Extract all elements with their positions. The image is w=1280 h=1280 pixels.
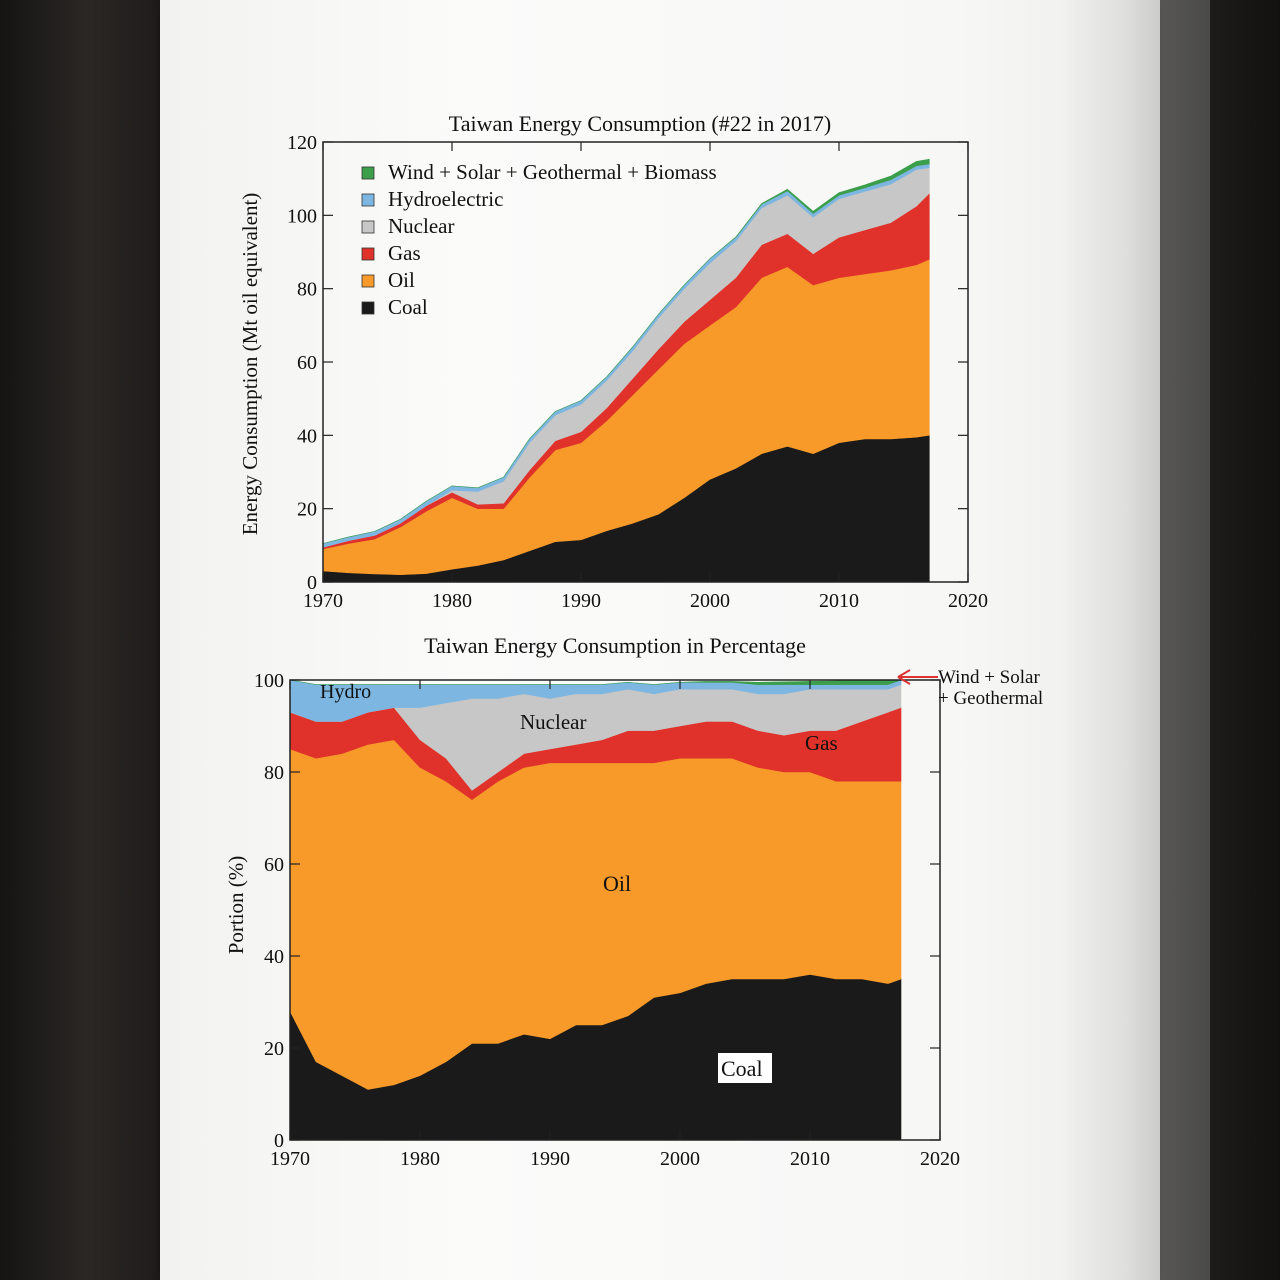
top-xtick-label: 2020	[948, 590, 988, 612]
top-ytick-label: 0	[307, 572, 317, 594]
top-xtick-label: 2010	[819, 590, 859, 612]
desk-background-left	[0, 0, 190, 1280]
hydro-annotation: Hydro	[320, 681, 371, 703]
legend-swatch-gas	[361, 247, 375, 261]
bottom-chart-axes: 1970 1980 1990 2000 2010 2020 0 20 40 60 80 100	[254, 670, 960, 1170]
bot-ytick-label: 80	[264, 762, 284, 784]
bot-xtick-label: 1980	[400, 1148, 440, 1170]
bot-xtick-label: 2000	[660, 1148, 700, 1170]
coal-annotation-box	[718, 1053, 772, 1083]
top-chart: Taiwan Energy Consumption (#22 in 2017) …	[238, 111, 988, 612]
top-ytick-label: 20	[297, 499, 317, 521]
gas-annotation: Gas	[805, 731, 838, 755]
legend-swatch-nuclear	[361, 220, 375, 234]
plastic-sleeve-edge	[1060, 0, 1210, 1280]
bot-xtick-label: 2020	[920, 1148, 960, 1170]
legend-label-nuclear: Nuclear	[388, 214, 454, 238]
bot-xtick-label: 2010	[790, 1148, 830, 1170]
bottom-chart-title: Taiwan Energy Consumption in Percentage	[424, 633, 806, 658]
bot-ytick-label: 60	[264, 854, 284, 876]
bottom-chart-areas	[289, 679, 902, 1141]
bot-ytick-label: 20	[264, 1038, 284, 1060]
bot-ytick-label: 100	[254, 670, 284, 692]
legend-swatch-wind-solar-geothermal-biomass	[361, 166, 375, 180]
top-ytick-label: 120	[287, 132, 317, 154]
bot-ytick-label: 40	[264, 946, 284, 968]
legend-swatch-oil	[361, 274, 375, 288]
top-area-wind-solar-geothermal-biomass	[322, 158, 930, 544]
legend-label-hydroelectric: Hydroelectric	[388, 187, 503, 211]
legend-label-coal: Coal	[388, 295, 428, 319]
bot-xtick-label: 1970	[270, 1148, 310, 1170]
bot-xtick-label: 1990	[530, 1148, 570, 1170]
bottom-chart-ylabel: Portion (%)	[224, 856, 248, 955]
bot-ytick-label: 0	[274, 1130, 284, 1152]
top-ytick-label: 80	[297, 279, 317, 301]
top-chart-legend: Wind + Solar + Geothermal + Biomass Hydro…	[361, 160, 717, 319]
bottom-chart-frame	[289, 679, 941, 1141]
bottom-chart: Taiwan Energy Consumption in Percentage …	[224, 633, 1043, 1170]
top-ytick-label: 100	[287, 205, 317, 227]
legend-label-gas: Gas	[388, 241, 421, 265]
oil-annotation: Oil	[603, 871, 631, 896]
top-ytick-label: 60	[297, 352, 317, 374]
coal-annotation: Coal	[721, 1056, 763, 1081]
renewables-annotation-line2: + Geothermal	[938, 688, 1043, 709]
legend-label-wind-solar-geothermal-biomass: Wind + Solar + Geothermal + Biomass	[388, 160, 717, 184]
top-ytick-label: 40	[297, 425, 317, 447]
top-chart-title: Taiwan Energy Consumption (#22 in 2017)	[449, 111, 831, 136]
legend-swatch-coal	[361, 301, 375, 315]
renewables-annotation-line1: Wind + Solar	[938, 667, 1040, 688]
top-xtick-label: 2000	[690, 590, 730, 612]
top-chart-axes: 1970 1980 1990 2000 2010 2020 0 20 40 60 80 100 120	[287, 132, 988, 612]
top-xtick-label: 1990	[561, 590, 601, 612]
legend-swatch-hydroelectric	[361, 193, 375, 207]
nuclear-annotation: Nuclear	[520, 710, 586, 734]
top-chart-ylabel: Energy Consumption (Mt oil equivalent)	[238, 193, 262, 536]
top-xtick-label: 1980	[432, 590, 472, 612]
legend-label-oil: Oil	[388, 268, 415, 292]
top-xtick-label: 1970	[303, 590, 343, 612]
renewables-arrow-head	[897, 669, 911, 685]
